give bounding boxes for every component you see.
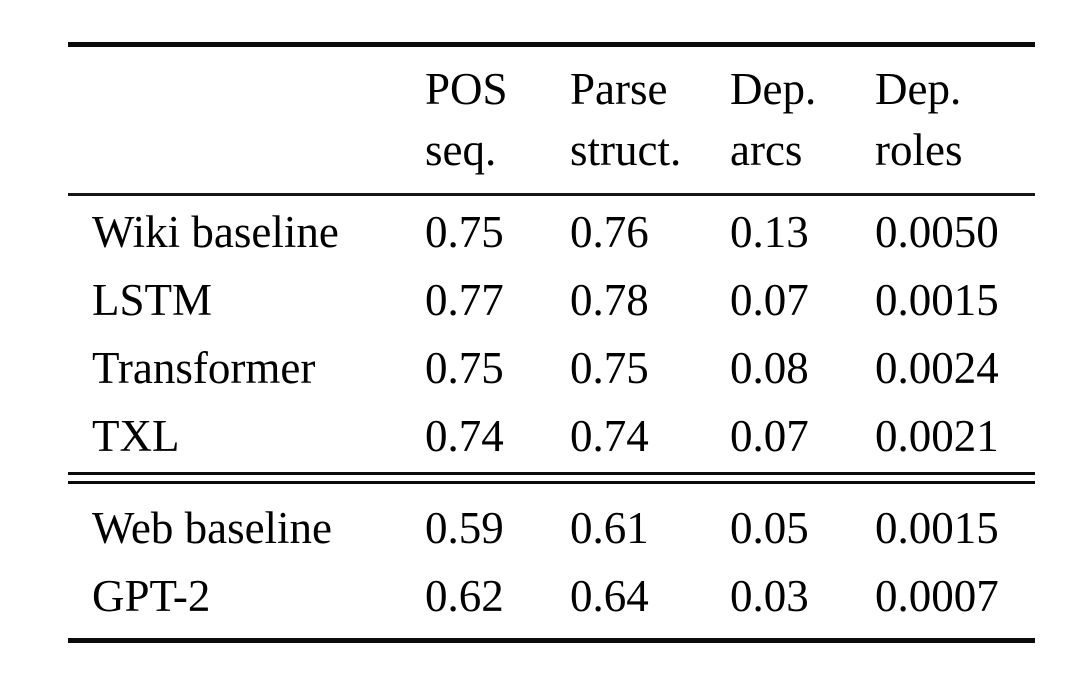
cell-dep-roles: 0.0050 xyxy=(875,207,999,257)
cell-dep-roles: 0.0015 xyxy=(875,275,999,325)
column-header-line: arcs xyxy=(730,125,803,175)
cell-parse-struct: 0.64 xyxy=(570,571,649,621)
row-label: GPT-2 xyxy=(92,571,211,621)
column-header-dep-roles: Dep. roles xyxy=(875,59,1035,181)
table-section-web-models: Web baseline 0.59 0.61 0.05 0.0015 GPT-2… xyxy=(68,484,1035,638)
cell-parse-struct: 0.75 xyxy=(570,343,649,393)
row-label: Web baseline xyxy=(92,503,333,553)
column-header-line: struct. xyxy=(570,125,682,175)
cell-dep-roles: 0.0015 xyxy=(875,503,999,553)
table-section-wiki-models: Wiki baseline 0.75 0.76 0.13 0.0050 LSTM… xyxy=(68,196,1035,472)
table-section-divider-rule xyxy=(68,472,1035,484)
table-row-txl: TXL 0.74 0.74 0.07 0.0021 xyxy=(68,402,1035,470)
cell-pos-seq: 0.75 xyxy=(425,343,504,393)
row-label: LSTM xyxy=(92,275,213,325)
table-header-rule xyxy=(68,193,1035,196)
cell-dep-arcs: 0.07 xyxy=(730,275,809,325)
column-header-pos-seq: POS seq. xyxy=(425,59,570,181)
cell-pos-seq: 0.62 xyxy=(425,571,504,621)
row-label: TXL xyxy=(92,411,180,461)
column-header-line: Dep. xyxy=(875,64,962,114)
table-top-rule xyxy=(68,42,1035,47)
cell-pos-seq: 0.77 xyxy=(425,275,504,325)
column-header-line: roles xyxy=(875,125,963,175)
table-row-transformer: Transformer 0.75 0.75 0.08 0.0024 xyxy=(68,334,1035,402)
cell-dep-arcs: 0.05 xyxy=(730,503,809,553)
column-header-line: seq. xyxy=(425,125,497,175)
cell-dep-arcs: 0.08 xyxy=(730,343,809,393)
cell-pos-seq: 0.74 xyxy=(425,411,504,461)
column-header-dep-arcs: Dep. arcs xyxy=(730,59,875,181)
table-row-web-baseline: Web baseline 0.59 0.61 0.05 0.0015 xyxy=(68,494,1035,562)
table-bottom-rule xyxy=(68,638,1035,643)
cell-dep-arcs: 0.13 xyxy=(730,207,809,257)
results-table: POS seq. Parse struct. Dep. arcs Dep. ro… xyxy=(68,42,1035,643)
column-header-line: Parse xyxy=(570,64,668,114)
row-label: Wiki baseline xyxy=(92,207,339,257)
cell-dep-arcs: 0.07 xyxy=(730,411,809,461)
cell-dep-roles: 0.0021 xyxy=(875,411,999,461)
table-row-gpt2: GPT-2 0.62 0.64 0.03 0.0007 xyxy=(68,562,1035,630)
column-header-line: POS xyxy=(425,64,508,114)
table-row-wiki-baseline: Wiki baseline 0.75 0.76 0.13 0.0050 xyxy=(68,198,1035,266)
cell-parse-struct: 0.74 xyxy=(570,411,649,461)
table-row-lstm: LSTM 0.77 0.78 0.07 0.0015 xyxy=(68,266,1035,334)
column-header-parse-struct: Parse struct. xyxy=(570,59,730,181)
cell-pos-seq: 0.75 xyxy=(425,207,504,257)
cell-parse-struct: 0.78 xyxy=(570,275,649,325)
cell-dep-arcs: 0.03 xyxy=(730,571,809,621)
column-header-line: Dep. xyxy=(730,64,817,114)
cell-parse-struct: 0.61 xyxy=(570,503,649,553)
cell-dep-roles: 0.0024 xyxy=(875,343,999,393)
cell-dep-roles: 0.0007 xyxy=(875,571,999,621)
row-label: Transformer xyxy=(92,343,316,393)
cell-pos-seq: 0.59 xyxy=(425,503,504,553)
cell-parse-struct: 0.76 xyxy=(570,207,649,257)
table-header-row: POS seq. Parse struct. Dep. arcs Dep. ro… xyxy=(68,47,1035,193)
